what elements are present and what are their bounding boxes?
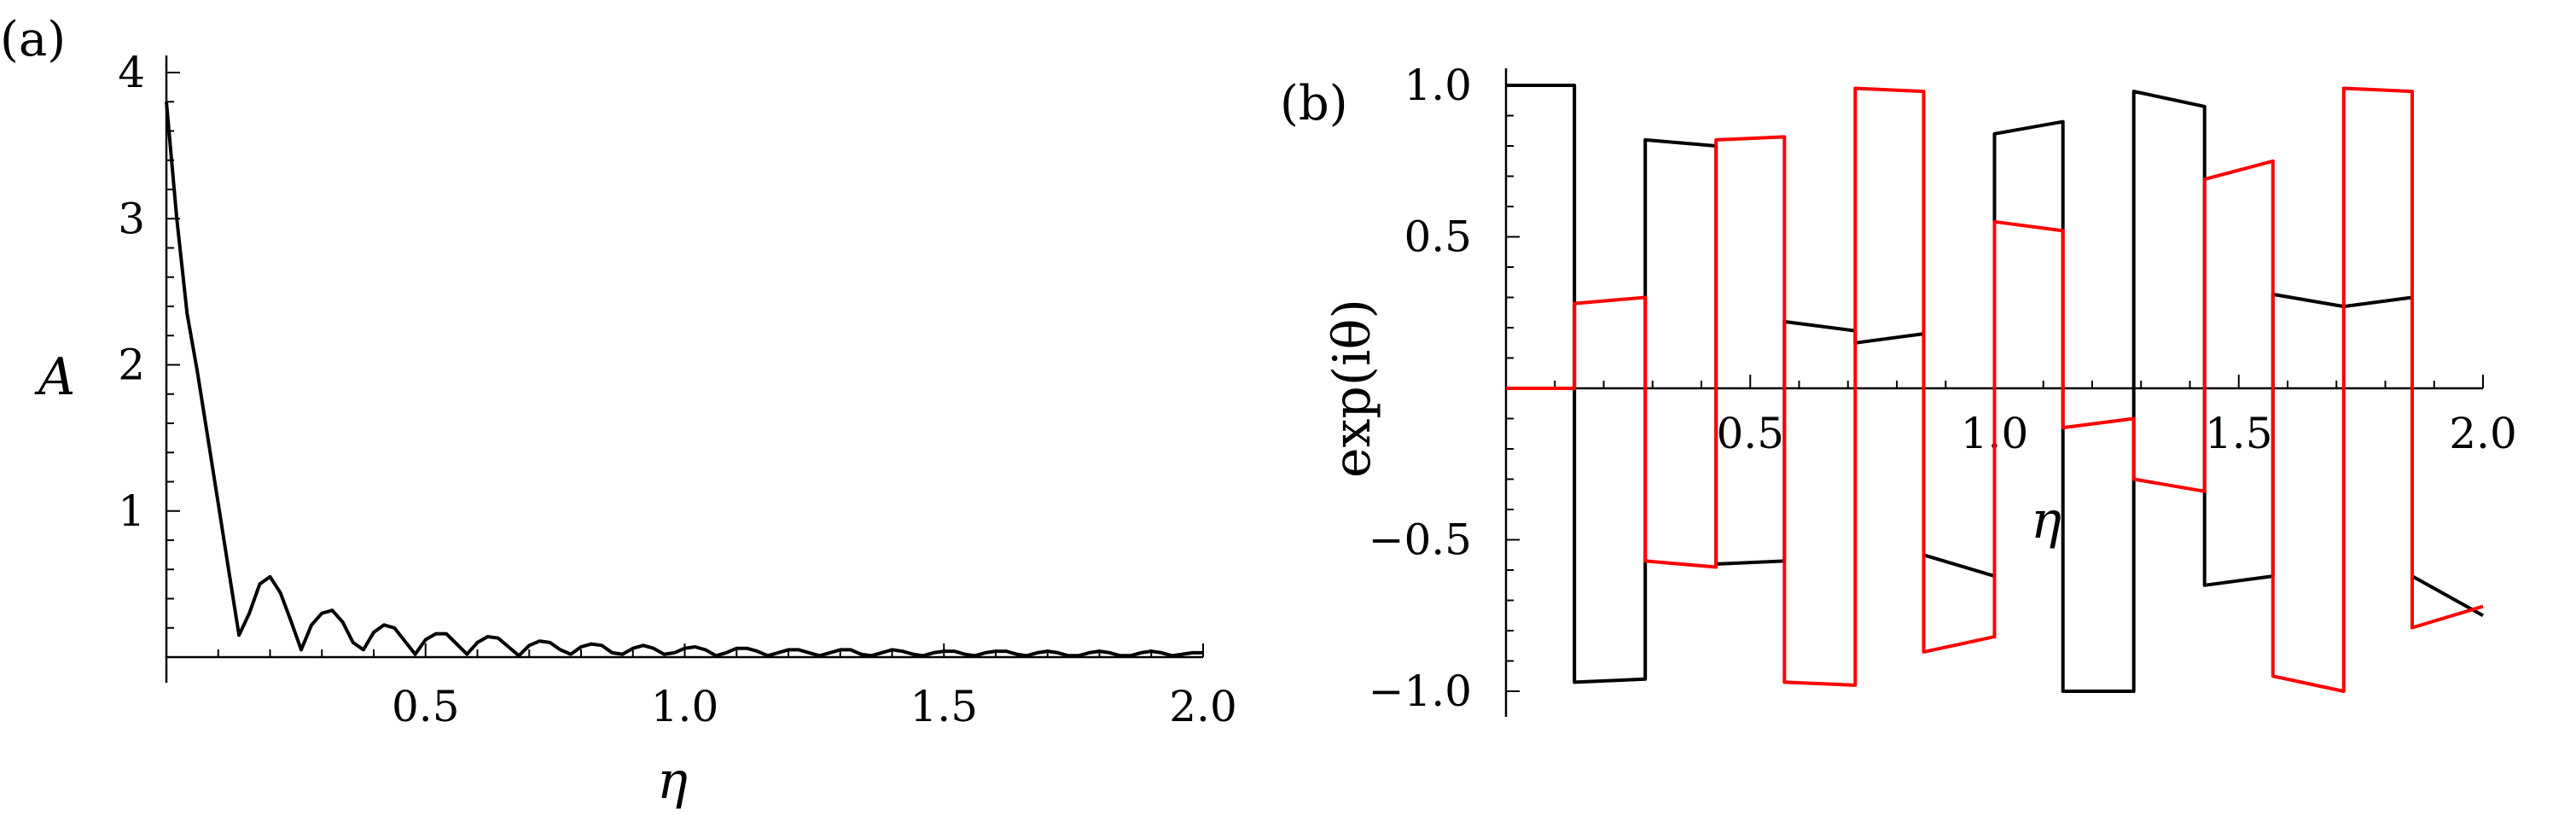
x-tick-label: 1.5 <box>910 682 978 731</box>
panel-a-axes: 0.5 1.0 1.5 2.0 1 2 3 4 <box>118 48 1237 731</box>
x-tick-label: 1.5 <box>2205 409 2273 458</box>
panel-b-ylabel: exp(iθ) <box>1323 299 1382 478</box>
panel-b: (b) exp(iθ) η 0.5 1.0 1.5 2.01.00.5−0.5−1.0 <box>1280 61 2517 717</box>
panel-b-label: (b) <box>1280 76 1348 131</box>
panel-b-series <box>1506 84 2484 693</box>
panel-b-xlabel: η <box>2031 491 2061 550</box>
panel-a-series <box>165 102 1203 658</box>
x-tick-label: 2.0 <box>2449 409 2517 458</box>
y-tick-label: 2 <box>118 341 145 390</box>
y-tick-label: 1 <box>118 486 145 536</box>
x-tick-label: 0.5 <box>392 682 460 731</box>
series-line-2 <box>1506 86 2484 693</box>
y-tick-label: 1.0 <box>1404 61 1472 110</box>
x-tick-label: 0.5 <box>1716 409 1784 458</box>
x-tick-label: 2.0 <box>1169 682 1237 731</box>
series-line-1 <box>165 102 1203 658</box>
y-tick-label: 4 <box>118 48 145 97</box>
y-tick-label: 3 <box>118 194 145 243</box>
y-tick-label: 0.5 <box>1404 212 1472 262</box>
panel-b-axes: 0.5 1.0 1.5 2.01.00.5−0.5−1.0 <box>1369 61 2517 717</box>
panel-a-ylabel: A <box>34 347 75 407</box>
y-tick-label: −1.0 <box>1369 667 1472 716</box>
x-tick-label: 1.0 <box>651 682 719 731</box>
panel-a: (a) A η 0.5 1.0 1.5 2.0 1 2 3 4 <box>0 12 1237 811</box>
panel-a-label: (a) <box>0 12 66 67</box>
y-tick-label: −0.5 <box>1369 515 1472 565</box>
panel-a-xlabel: η <box>657 751 688 811</box>
